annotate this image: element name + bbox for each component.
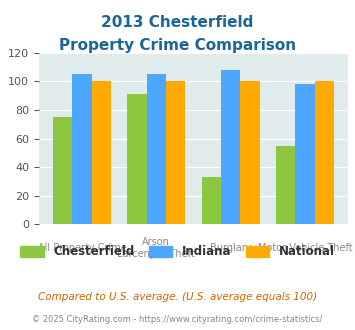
Text: All Property Crime: All Property Crime: [38, 243, 126, 253]
Bar: [221, 70, 240, 224]
Bar: [147, 74, 166, 224]
Bar: [166, 82, 185, 224]
Bar: [276, 146, 295, 224]
Bar: [127, 94, 147, 224]
Bar: [72, 74, 92, 224]
Legend: Chesterfield, Indiana, National: Chesterfield, Indiana, National: [16, 241, 339, 263]
Text: Compared to U.S. average. (U.S. average equals 100): Compared to U.S. average. (U.S. average …: [38, 292, 317, 302]
Bar: [53, 117, 72, 224]
Bar: [240, 82, 260, 224]
Text: 2013 Chesterfield: 2013 Chesterfield: [101, 15, 254, 30]
Text: Larceny & Theft: Larceny & Theft: [118, 249, 195, 259]
Bar: [202, 177, 221, 224]
Bar: [295, 84, 315, 224]
Text: © 2025 CityRating.com - https://www.cityrating.com/crime-statistics/: © 2025 CityRating.com - https://www.city…: [32, 315, 323, 324]
Bar: [315, 82, 334, 224]
Text: Motor Vehicle Theft: Motor Vehicle Theft: [258, 243, 352, 253]
Bar: [92, 82, 111, 224]
Text: Property Crime Comparison: Property Crime Comparison: [59, 38, 296, 53]
Text: Burglary: Burglary: [210, 243, 251, 253]
Text: Arson: Arson: [142, 237, 170, 247]
